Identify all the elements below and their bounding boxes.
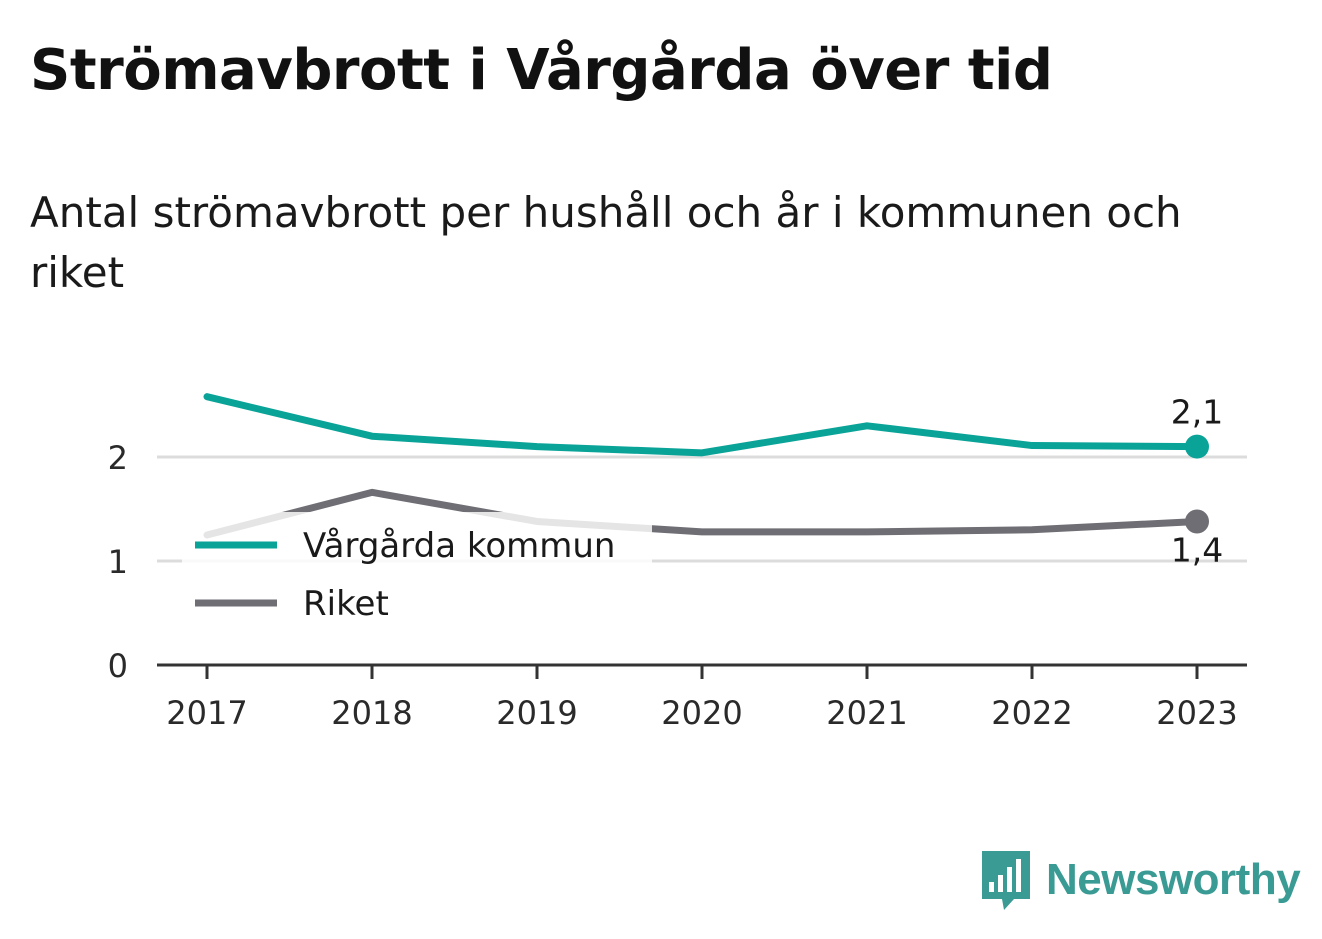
x-tick-label: 2023 bbox=[1156, 694, 1237, 732]
bar-chart-speech-icon bbox=[982, 851, 1030, 910]
series-lines bbox=[203, 393, 1209, 539]
x-tick-label: 2021 bbox=[826, 694, 907, 732]
chart-title: Strömavbrott i Vårgårda över tid bbox=[30, 38, 1053, 103]
end-point bbox=[1185, 509, 1209, 534]
legend-label: Vårgårda kommun bbox=[303, 526, 615, 566]
x-axis: 2017 2018 2019 2020 2021 2022 2023 bbox=[157, 663, 1247, 732]
end-value-label: 1,4 bbox=[1171, 530, 1223, 569]
chart-subtitle: Antal strömavbrott per hushåll och år i … bbox=[30, 188, 1182, 297]
y-tick-label: 0 bbox=[108, 647, 128, 685]
x-tick-label: 2022 bbox=[991, 694, 1072, 732]
end-point bbox=[1185, 434, 1209, 459]
legend: Vårgårda kommun Riket bbox=[182, 512, 652, 624]
x-tick-label: 2018 bbox=[331, 694, 412, 732]
newsworthy-logo: Newsworthy bbox=[980, 848, 1301, 912]
end-value-label: 2,1 bbox=[1171, 393, 1223, 432]
legend-label: Riket bbox=[303, 584, 389, 624]
series-line bbox=[203, 488, 1201, 539]
series-line bbox=[203, 393, 1201, 457]
x-tick-label: 2017 bbox=[166, 694, 247, 732]
end-labels: 2,1 1,4 bbox=[1171, 393, 1223, 570]
legend-backdrop bbox=[182, 512, 652, 564]
y-axis-ticks: 0 1 2 bbox=[108, 439, 128, 685]
x-tick-label: 2020 bbox=[661, 694, 742, 732]
brand-name: Newsworthy bbox=[1046, 855, 1301, 904]
y-tick-label: 1 bbox=[108, 543, 128, 581]
y-tick-label: 2 bbox=[108, 439, 128, 477]
x-tick-label: 2019 bbox=[496, 694, 577, 732]
